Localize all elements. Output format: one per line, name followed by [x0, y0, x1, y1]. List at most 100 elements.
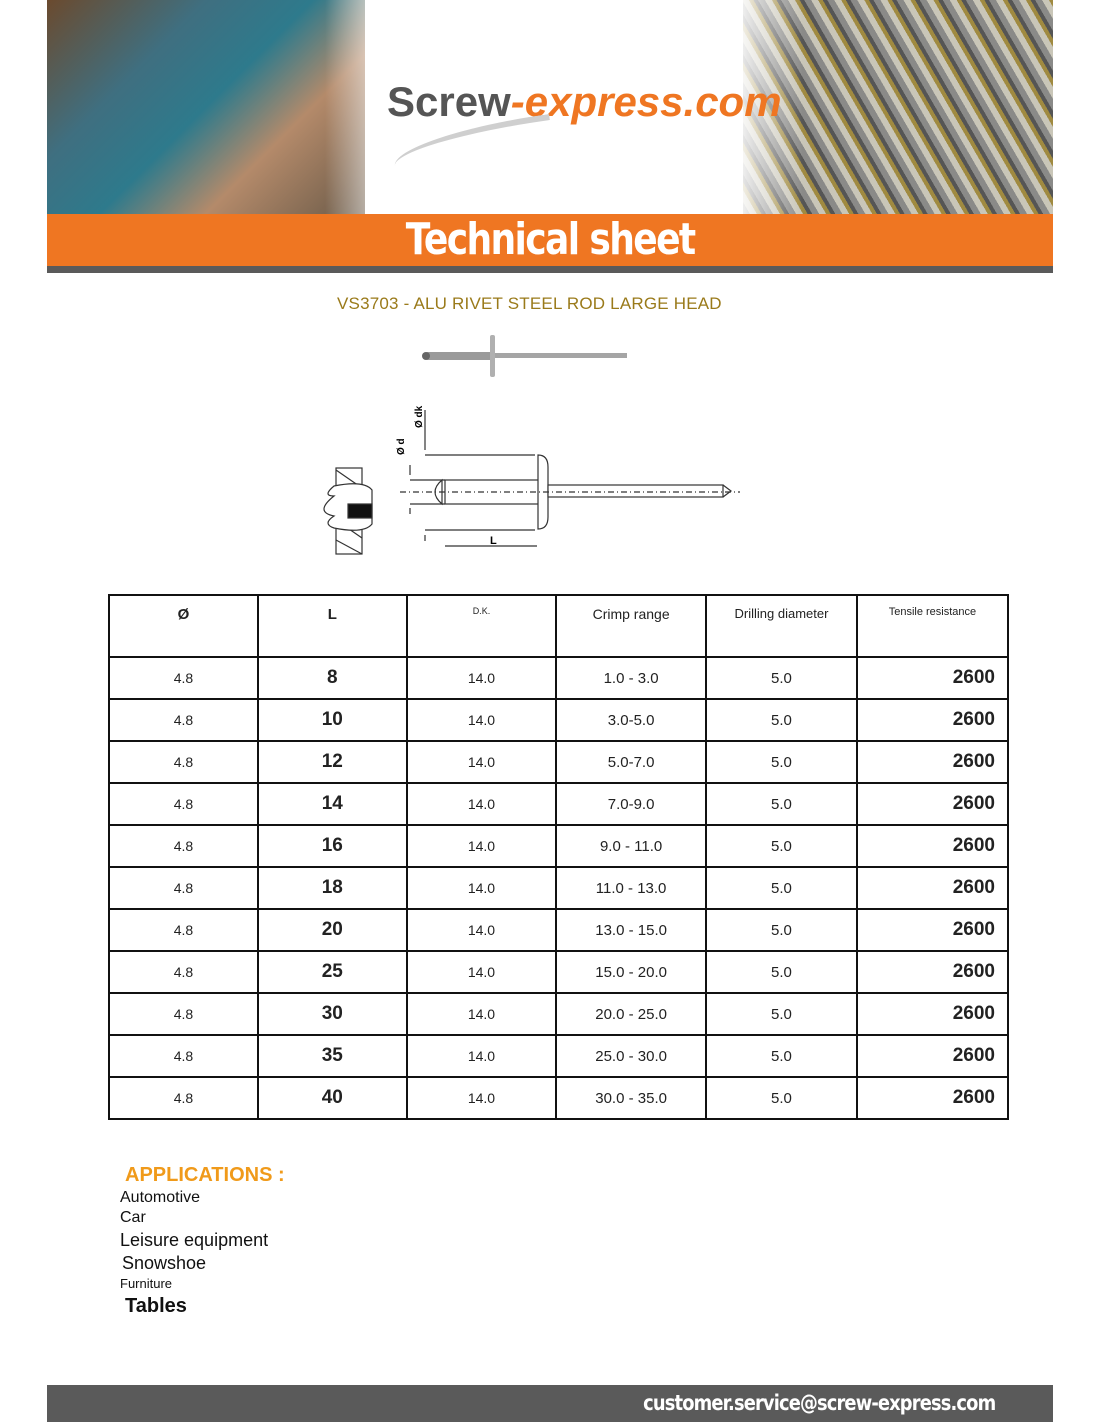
cell-diameter: 4.8: [108, 824, 259, 868]
cell-drilling-diameter: 5.0: [705, 1034, 858, 1078]
header-tensile-resistance: Tensile resistance: [855, 594, 1010, 658]
cell-crimp-range: 3.0-5.0: [555, 698, 708, 742]
cell-tensile-resistance: 2600: [855, 1076, 1010, 1120]
cell-diameter: 4.8: [108, 782, 259, 826]
cell-length: 25: [256, 950, 408, 994]
application-item: Automotive: [120, 1189, 201, 1206]
cell-drilling-diameter: 5.0: [705, 866, 858, 910]
header-crimp-range: Crimp range: [555, 594, 708, 658]
label-dk: Ø dk: [414, 405, 425, 428]
header-drilling-diameter: Drilling diameter: [705, 594, 858, 658]
cell-diameter: 4.8: [108, 698, 259, 742]
table-row: 4.8 12 14.0 5.0-7.0 5.0 2600: [108, 740, 1010, 784]
contact-email[interactable]: customer.service@screw-express.com: [642, 1391, 996, 1415]
divider: [47, 266, 1053, 273]
cell-tensile-resistance: 2600: [855, 866, 1010, 910]
product-title: VS3703 - ALU RIVET STEEL ROD LARGE HEAD: [337, 294, 722, 313]
header-banner: Screw-express.com: [47, 0, 1053, 214]
cell-length: 16: [256, 824, 408, 868]
cell-drilling-diameter: 5.0: [705, 698, 858, 742]
application-item: Leisure equipment: [120, 1230, 269, 1250]
cell-diameter: 4.8: [108, 1034, 259, 1078]
cell-tensile-resistance: 2600: [855, 740, 1010, 784]
label-l: L: [490, 535, 497, 547]
cell-diameter: 4.8: [108, 908, 259, 952]
application-item: Tables: [125, 1295, 187, 1317]
cell-drilling-diameter: 5.0: [705, 950, 858, 994]
cell-dk: 14.0: [405, 782, 558, 826]
cell-diameter: 4.8: [108, 992, 259, 1036]
cell-dk: 14.0: [405, 950, 558, 994]
rivet-photo: [422, 335, 627, 377]
cell-length: 12: [256, 740, 408, 784]
table-row: 4.8 16 14.0 9.0 - 11.0 5.0 2600: [108, 824, 1010, 868]
table-header-row: Ø L D.K. Crimp range Drilling diameter T…: [108, 594, 1010, 658]
title-bar: Technical sheet: [47, 214, 1053, 266]
cell-dk: 14.0: [405, 1034, 558, 1078]
cell-diameter: 4.8: [108, 950, 259, 994]
cell-dk: 14.0: [405, 992, 558, 1036]
table-row: 4.8 10 14.0 3.0-5.0 5.0 2600: [108, 698, 1010, 742]
cell-length: 30: [256, 992, 408, 1036]
page-title: Technical sheet: [405, 214, 696, 265]
cell-dk: 14.0: [405, 866, 558, 910]
logo-text-domain: -express.com: [510, 78, 782, 125]
header-diameter: Ø: [108, 594, 259, 658]
cell-tensile-resistance: 2600: [855, 992, 1010, 1036]
application-item: Snowshoe: [122, 1253, 207, 1273]
header-dk: D.K.: [405, 594, 558, 658]
cell-length: 20: [256, 908, 408, 952]
cell-diameter: 4.8: [108, 866, 259, 910]
cell-tensile-resistance: 2600: [855, 1034, 1010, 1078]
application-item: Car: [120, 1209, 146, 1226]
cell-drilling-diameter: 5.0: [705, 1076, 858, 1120]
cell-crimp-range: 11.0 - 13.0: [555, 866, 708, 910]
cell-dk: 14.0: [405, 824, 558, 868]
cell-length: 8: [256, 656, 408, 700]
cell-dk: 14.0: [405, 656, 558, 700]
table-row: 4.8 14 14.0 7.0-9.0 5.0 2600: [108, 782, 1010, 826]
table-row: 4.8 20 14.0 13.0 - 15.0 5.0 2600: [108, 908, 1010, 952]
cell-crimp-range: 7.0-9.0: [555, 782, 708, 826]
cell-dk: 14.0: [405, 1076, 558, 1120]
specs-table: Ø L D.K. Crimp range Drilling diameter T…: [108, 594, 1010, 1120]
cell-tensile-resistance: 2600: [855, 824, 1010, 868]
cell-diameter: 4.8: [108, 1076, 259, 1120]
cell-crimp-range: 15.0 - 20.0: [555, 950, 708, 994]
cell-length: 10: [256, 698, 408, 742]
cell-dk: 14.0: [405, 740, 558, 784]
cell-drilling-diameter: 5.0: [705, 992, 858, 1036]
table-row: 4.8 35 14.0 25.0 - 30.0 5.0 2600: [108, 1034, 1010, 1078]
table-row: 4.8 18 14.0 11.0 - 13.0 5.0 2600: [108, 866, 1010, 910]
cell-tensile-resistance: 2600: [855, 656, 1010, 700]
cell-crimp-range: 20.0 - 25.0: [555, 992, 708, 1036]
cell-drilling-diameter: 5.0: [705, 740, 858, 784]
cell-drilling-diameter: 5.0: [705, 782, 858, 826]
footer-bar: customer.service@screw-express.com: [47, 1385, 1053, 1422]
cell-tensile-resistance: 2600: [855, 782, 1010, 826]
cell-dk: 14.0: [405, 908, 558, 952]
cell-tensile-resistance: 2600: [855, 908, 1010, 952]
applications-title: APPLICATIONS :: [125, 1164, 285, 1186]
cell-diameter: 4.8: [108, 656, 259, 700]
cell-crimp-range: 9.0 - 11.0: [555, 824, 708, 868]
cell-crimp-range: 13.0 - 15.0: [555, 908, 708, 952]
screws-photo: [733, 0, 1053, 214]
applications-section: APPLICATIONS : Automotive Car Leisure eq…: [120, 1164, 285, 1318]
cell-dk: 14.0: [405, 698, 558, 742]
table-row: 4.8 8 14.0 1.0 - 3.0 5.0 2600: [108, 656, 1010, 700]
logo-text-screw: Screw: [387, 78, 511, 125]
logo: Screw-express.com: [387, 78, 782, 126]
cell-drilling-diameter: 5.0: [705, 656, 858, 700]
cell-tensile-resistance: 2600: [855, 950, 1010, 994]
cell-length: 14: [256, 782, 408, 826]
cell-crimp-range: 25.0 - 30.0: [555, 1034, 708, 1078]
cell-length: 35: [256, 1034, 408, 1078]
rivet-diagram: Ø d Ø dk L: [323, 335, 740, 555]
header-length: L: [256, 594, 408, 658]
table-row: 4.8 40 14.0 30.0 - 35.0 5.0 2600: [108, 1076, 1010, 1120]
cell-diameter: 4.8: [108, 740, 259, 784]
table-row: 4.8 30 14.0 20.0 - 25.0 5.0 2600: [108, 992, 1010, 1036]
rivet-technical-drawing: [323, 410, 740, 555]
cell-crimp-range: 30.0 - 35.0: [555, 1076, 708, 1120]
